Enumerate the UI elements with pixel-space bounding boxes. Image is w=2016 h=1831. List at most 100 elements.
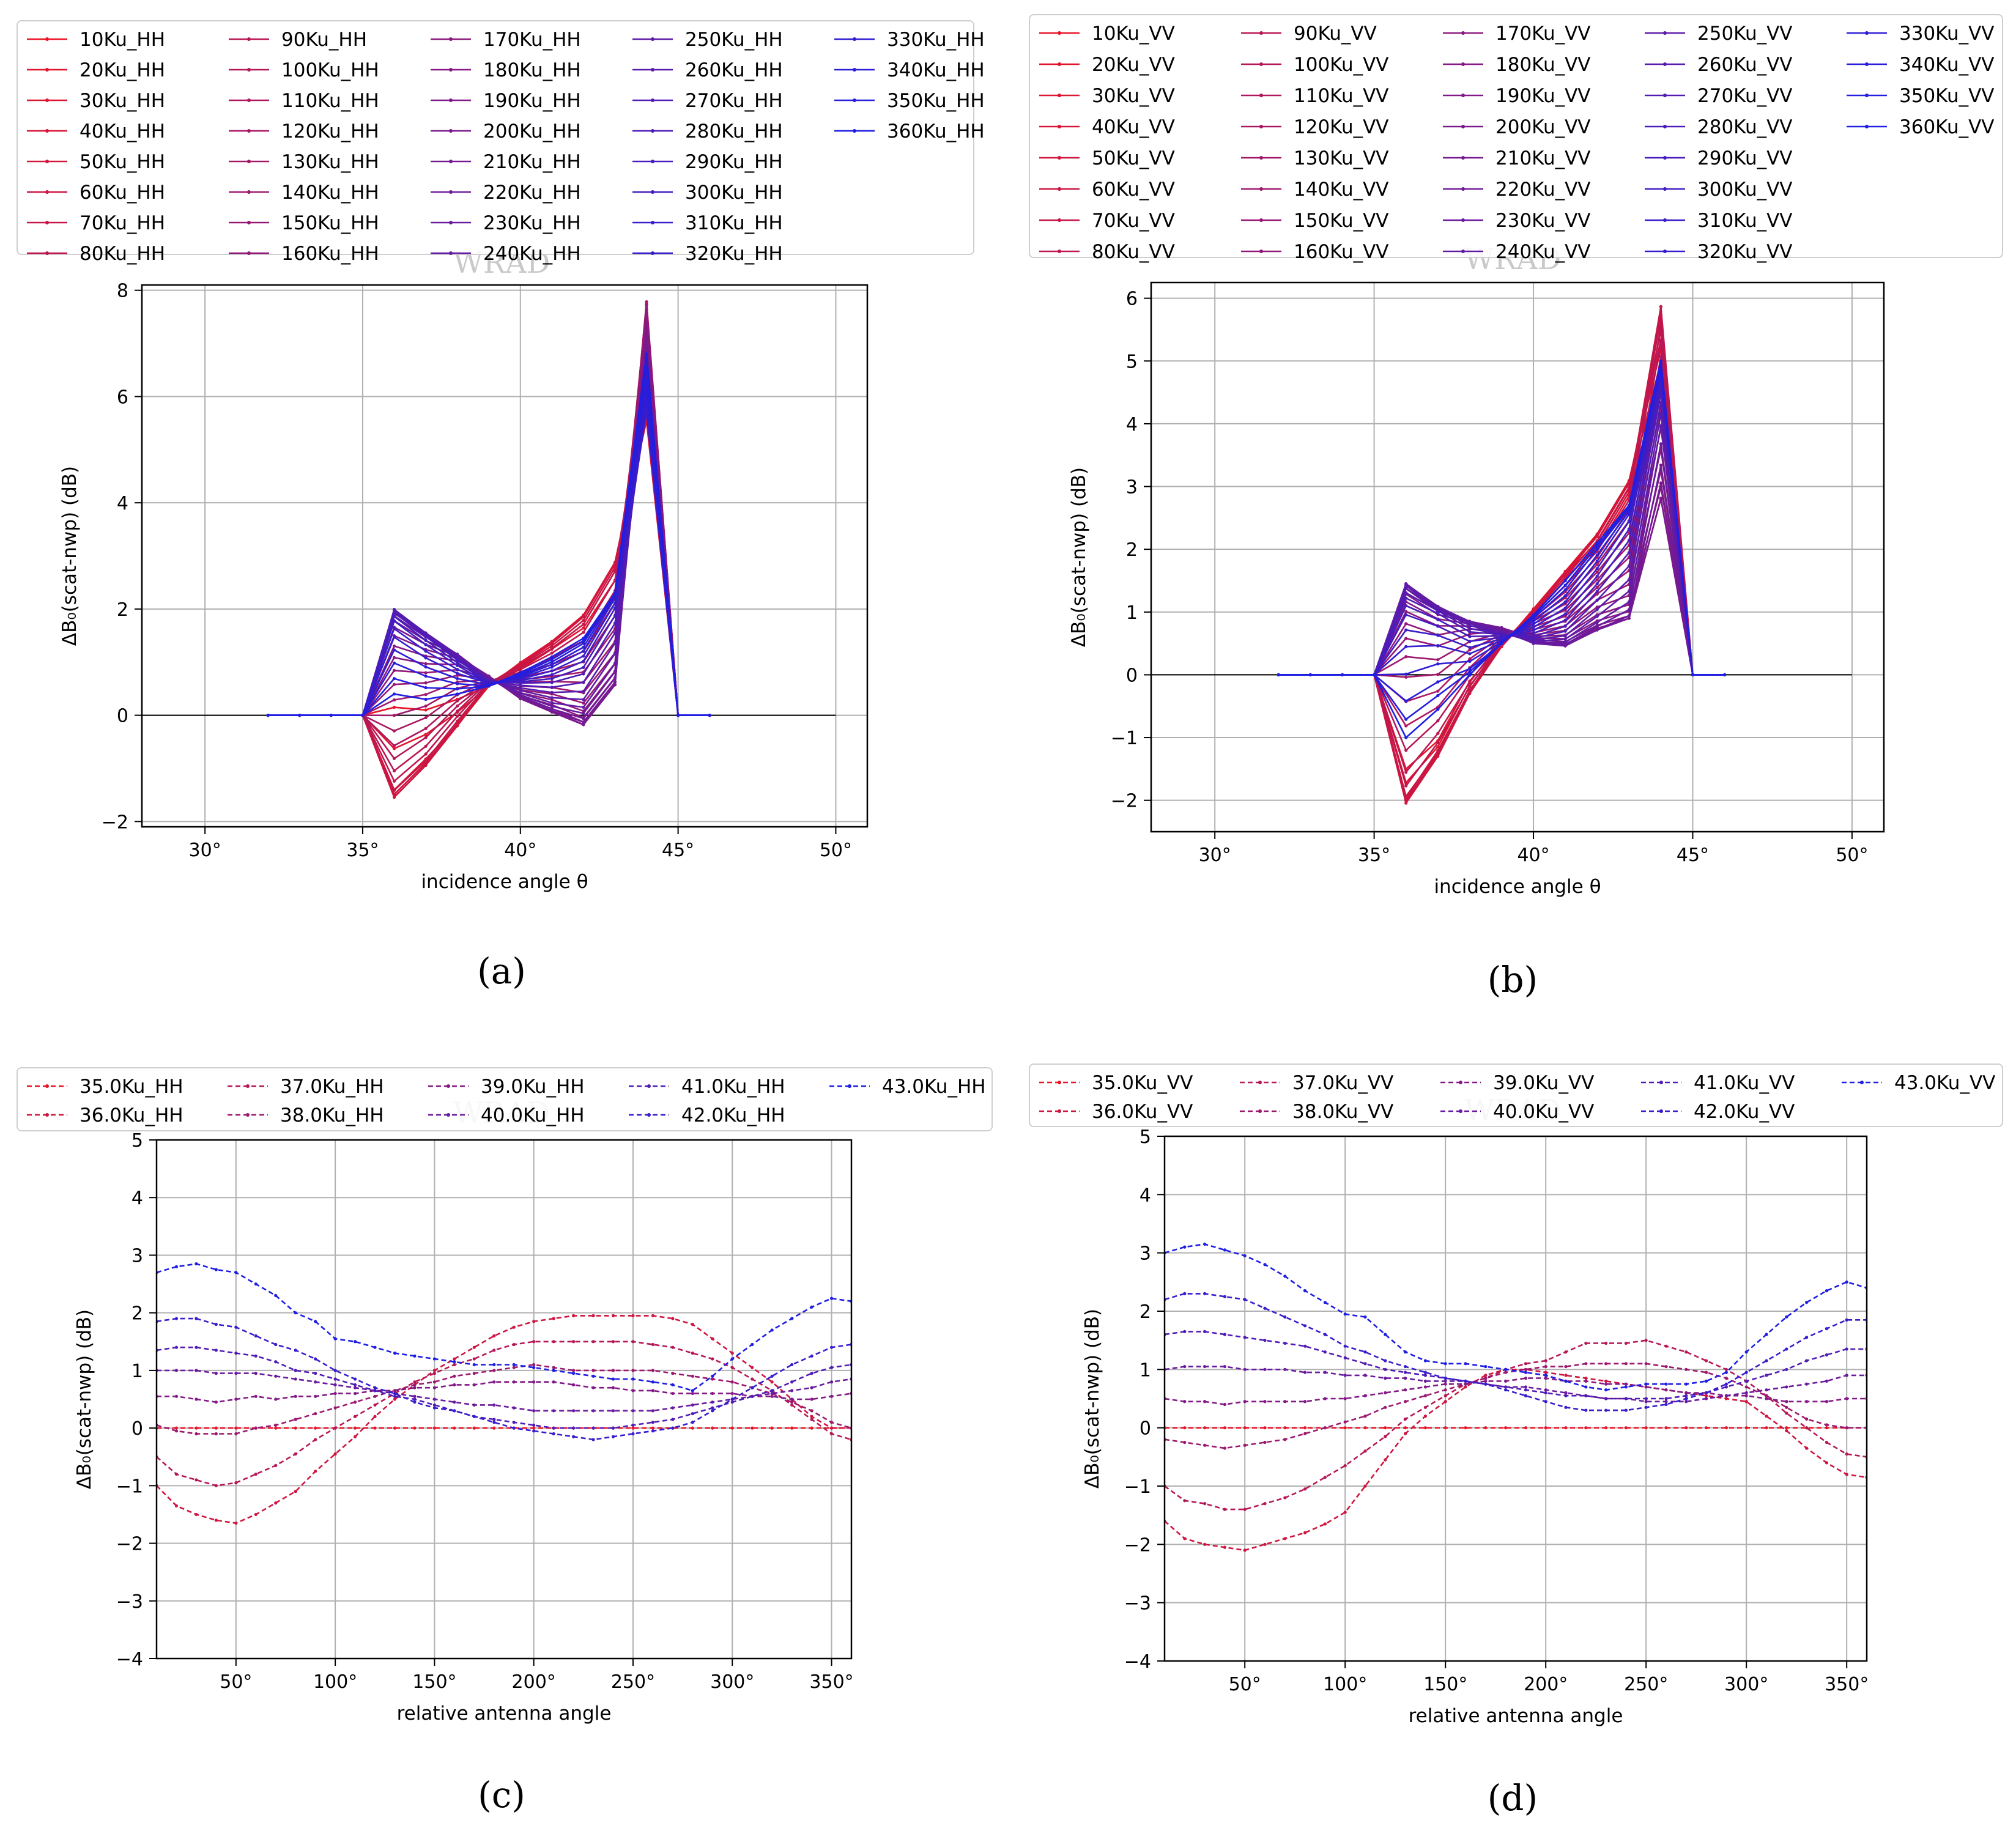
- data-point-40.0Ku_HH: [472, 1403, 476, 1407]
- data-point-41.0Ku_VV: [1303, 1344, 1307, 1348]
- data-point-40.0Ku_VV: [1404, 1377, 1407, 1380]
- legend-label: 60Ku_HH: [80, 182, 165, 204]
- data-point-43.0Ku_VV: [1183, 1245, 1187, 1249]
- x-tick-label: 200°: [512, 1671, 556, 1693]
- data-point-230Ku_VV: [1595, 624, 1599, 629]
- data-point-41.0Ku_HH: [214, 1348, 218, 1352]
- data-point-36.0Ku_HH: [810, 1415, 813, 1418]
- legend-marker: [45, 251, 49, 255]
- data-point-38.0Ku_VV: [1684, 1367, 1688, 1371]
- legend-marker: [45, 37, 49, 41]
- legend-label: 150Ku_VV: [1294, 210, 1389, 232]
- data-point-130Ku_VV: [1436, 673, 1440, 676]
- data-point-42.0Ku_VV: [1724, 1382, 1728, 1386]
- x-tick-label: 45°: [1677, 845, 1709, 866]
- data-point-35.0Ku_VV: [1363, 1426, 1367, 1430]
- data-point-40.0Ku_HH: [552, 1409, 555, 1413]
- data-point-41.0Ku_VV: [1724, 1385, 1728, 1389]
- data-point-37.0Ku_VV: [1404, 1417, 1407, 1421]
- data-point-320Ku_VV: [1563, 600, 1567, 604]
- data-point-42.0Ku_HH: [214, 1322, 218, 1326]
- data-point-39.0Ku_VV: [1263, 1400, 1267, 1404]
- legend-marker: [1461, 250, 1465, 253]
- legend-label: 50Ku_VV: [1092, 147, 1175, 169]
- data-point-43.0Ku_HH: [274, 1293, 278, 1297]
- data-point-43.0Ku_VV: [1303, 1289, 1307, 1293]
- series-line-39.0Ku_VV: [1165, 1377, 1867, 1405]
- data-point-42.0Ku_HH: [472, 1415, 476, 1418]
- data-point-40.0Ku_HH: [174, 1369, 179, 1372]
- data-point-43.0Ku_HH: [631, 1377, 635, 1381]
- data-point-42.0Ku_VV: [1805, 1336, 1809, 1339]
- data-point-130Ku_HH: [392, 714, 396, 717]
- data-point-220Ku_HH: [582, 717, 585, 720]
- legend-label: 120Ku_VV: [1294, 116, 1389, 138]
- data-point-41.0Ku_VV: [1544, 1391, 1547, 1395]
- data-point-40.0Ku_HH: [314, 1380, 317, 1384]
- data-point-140Ku_HH: [424, 693, 428, 697]
- data-point-41.0Ku_HH: [413, 1397, 417, 1401]
- data-point-38.0Ku_VV: [1624, 1362, 1628, 1366]
- data-point-39.0Ku_HH: [453, 1383, 456, 1387]
- data-point-36.0Ku_HH: [552, 1317, 555, 1320]
- data-point-40.0Ku_VV: [1785, 1385, 1788, 1389]
- data-point-42.0Ku_VV: [1363, 1350, 1367, 1354]
- data-point-38.0Ku_HH: [274, 1423, 278, 1427]
- data-point-43.0Ku_HH: [572, 1372, 576, 1375]
- data-point-39.0Ku_HH: [333, 1391, 337, 1396]
- data-point-43.0Ku_HH: [790, 1317, 794, 1320]
- legend-marker: [1865, 31, 1869, 35]
- data-point-37.0Ku_HH: [591, 1340, 595, 1344]
- data-point-310Ku_VV: [1532, 626, 1535, 629]
- chart-a: 30° 35° 40° 45° 50° −2 0 2 4 6 8 incidence angle θ Δ…: [17, 20, 985, 893]
- data-point-330Ku_HH: [424, 665, 428, 669]
- data-point-38.0Ku_HH: [611, 1369, 615, 1372]
- data-point-37.0Ku_VV: [1384, 1435, 1387, 1438]
- data-point-37.0Ku_VV: [1203, 1502, 1207, 1506]
- data-point-40.0Ku_VV: [1183, 1364, 1187, 1369]
- data-point-39.0Ku_VV: [1464, 1382, 1467, 1386]
- legend-label: 320Ku_VV: [1697, 241, 1793, 263]
- data-point-40.0Ku_HH: [214, 1372, 218, 1375]
- data-point-10Ku_HH: [424, 708, 428, 712]
- data-point-340Ku_HH: [424, 674, 428, 678]
- data-point-38.0Ku_HH: [254, 1426, 258, 1430]
- data-point-40.0Ku_VV: [1825, 1379, 1828, 1383]
- data-point-230Ku_HH: [613, 670, 617, 673]
- data-point-42.0Ku_HH: [174, 1317, 179, 1320]
- data-point-35.0Ku_HH: [393, 1426, 397, 1430]
- data-point-38.0Ku_VV: [1183, 1440, 1187, 1444]
- legend-label: 140Ku_HH: [281, 182, 379, 204]
- data-point-38.0Ku_HH: [294, 1418, 297, 1421]
- legend-marker: [848, 1084, 851, 1088]
- data-point-39.0Ku_VV: [1604, 1382, 1608, 1386]
- data-point-300Ku_VV: [1595, 574, 1599, 578]
- data-point-42.0Ku_VV: [1584, 1408, 1588, 1412]
- x-tick-label: 250°: [611, 1671, 655, 1693]
- data-point-37.0Ku_VV: [1825, 1440, 1828, 1444]
- data-point-60Ku_VV: [1404, 799, 1408, 803]
- series-line-40.0Ku_HH: [157, 1369, 851, 1412]
- series-line-38.0Ku_HH: [157, 1364, 851, 1435]
- legend-label: 190Ku_VV: [1495, 85, 1591, 107]
- data-point-36.0Ku_VV: [1303, 1531, 1307, 1534]
- data-point-360Ku_HH: [361, 713, 365, 717]
- data-point-41.0Ku_HH: [651, 1421, 655, 1424]
- legend-label: 40.0Ku_VV: [1493, 1101, 1594, 1123]
- data-point-360Ku_VV: [1436, 708, 1440, 711]
- data-point-270Ku_VV: [1595, 598, 1599, 602]
- data-point-120Ku_HH: [392, 729, 396, 733]
- data-point-360Ku_VV: [1373, 673, 1376, 677]
- data-point-39.0Ku_VV: [1343, 1397, 1347, 1400]
- y-tick-label: 1: [132, 1361, 143, 1382]
- data-point-42.0Ku_VV: [1524, 1394, 1527, 1397]
- data-point-240Ku_HH: [550, 701, 554, 705]
- data-point-36.0Ku_HH: [671, 1317, 675, 1320]
- data-point-39.0Ku_HH: [353, 1391, 357, 1396]
- data-point-140Ku_VV: [1436, 658, 1440, 662]
- data-point-41.0Ku_VV: [1624, 1397, 1628, 1400]
- data-point-39.0Ku_VV: [1584, 1379, 1588, 1383]
- data-point-42.0Ku_VV: [1484, 1382, 1488, 1386]
- x-tick-label: 350°: [1825, 1674, 1869, 1695]
- legend-label: 300Ku_HH: [685, 182, 783, 204]
